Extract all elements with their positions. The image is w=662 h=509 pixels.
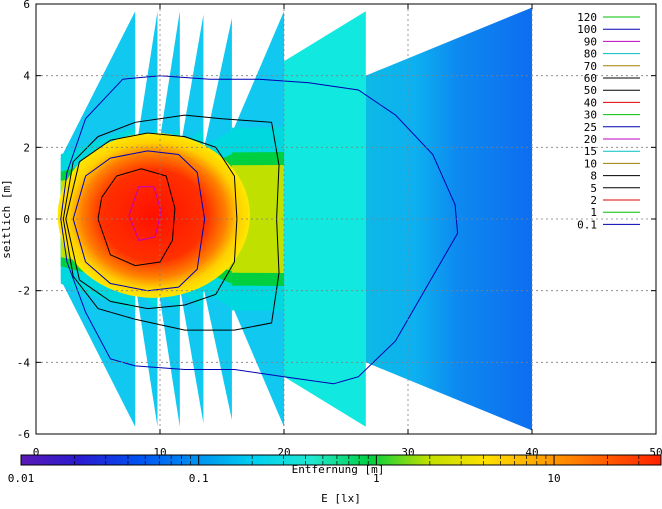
grid-layer bbox=[36, 4, 656, 434]
x-tick-label: 0 bbox=[33, 446, 40, 459]
legend-label: 80 bbox=[584, 48, 597, 61]
legend-label: 1 bbox=[590, 206, 597, 219]
y-tick-label: 0 bbox=[23, 213, 30, 226]
legend-label: 0.1 bbox=[577, 218, 597, 231]
legend-label: 50 bbox=[584, 84, 597, 97]
far-section-shading bbox=[365, 7, 532, 431]
x-axis-label: Entfernung [m] bbox=[292, 463, 385, 476]
y-tick-label: -6 bbox=[17, 428, 30, 441]
contour-line bbox=[97, 168, 176, 267]
contour-line bbox=[72, 150, 206, 292]
colorbar-tick-label: 1 bbox=[373, 472, 380, 485]
colorbar-tick-label: 0.01 bbox=[8, 472, 35, 485]
legend-label: 15 bbox=[584, 145, 597, 158]
y-tick-label: 6 bbox=[23, 0, 30, 11]
colorbar-tick-label: 10 bbox=[547, 472, 560, 485]
y-axis-label: seitlich [m] bbox=[0, 179, 13, 258]
heatmap-layer bbox=[57, 7, 532, 431]
hot-core bbox=[57, 133, 250, 298]
contour-line bbox=[128, 186, 162, 242]
y-tick-label: 2 bbox=[23, 141, 30, 154]
legend-label: 30 bbox=[584, 109, 597, 122]
legend-label: 20 bbox=[584, 133, 597, 146]
legend-label: 100 bbox=[577, 23, 597, 36]
legend-label: 90 bbox=[584, 35, 597, 48]
legend-label: 40 bbox=[584, 96, 597, 109]
legend-label: 70 bbox=[584, 60, 597, 73]
y-tick-label: 4 bbox=[23, 70, 30, 83]
colorbar-label: E [lx] bbox=[321, 492, 361, 505]
legend-label: 120 bbox=[577, 11, 597, 24]
legend-label: 5 bbox=[590, 182, 597, 195]
colorbar: 0.01 0.1 1 10 bbox=[8, 454, 662, 485]
legend-label: 2 bbox=[590, 194, 597, 207]
legend-label: 8 bbox=[590, 170, 597, 183]
colorbar-tick-label: 0.1 bbox=[189, 472, 209, 485]
legend-label: 10 bbox=[584, 157, 597, 170]
y-tick-label: -2 bbox=[17, 285, 30, 298]
legend-label: 60 bbox=[584, 72, 597, 85]
y-tick-label: -4 bbox=[17, 356, 31, 369]
beam-section bbox=[284, 11, 366, 427]
legend-label: 25 bbox=[584, 121, 597, 134]
